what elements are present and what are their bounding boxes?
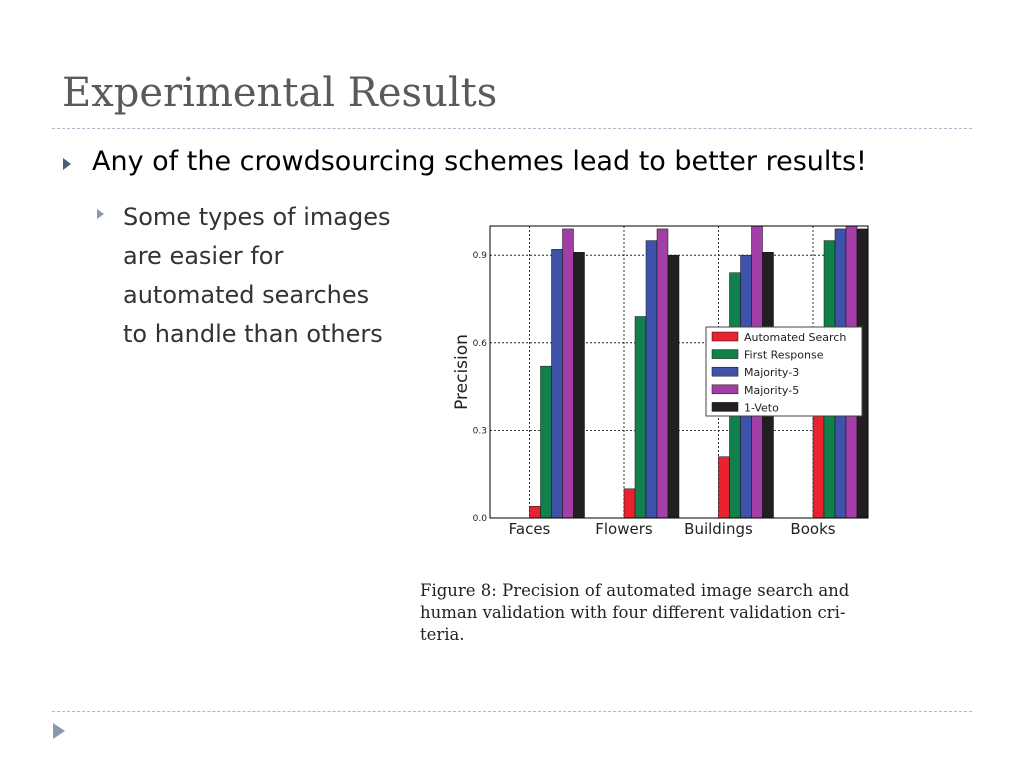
caption-line: teria. [420,625,465,644]
bar [573,252,585,519]
precision-bar-chart: 0.00.30.60.9 Faces Flowers Buildings Books … [452,225,869,538]
bullet-line: are easier for [123,242,284,270]
bullet-line: automated searches [123,281,370,309]
legend-swatch [711,349,739,359]
legend-swatch [711,331,739,342]
bar [562,228,574,519]
bar [718,456,730,519]
x-tick-label: Flowers [595,520,653,538]
legend-label: Majority-3 [744,366,799,379]
bar [551,249,563,519]
y-tick-label: 0.9 [473,251,488,261]
next-slide-arrow-icon[interactable] [52,722,66,740]
bullet-level-1: Any of the crowdsourcing schemes lead to… [92,146,867,177]
bar [656,228,669,519]
sub-bullet-arrow-icon [97,209,104,219]
bullet-level-2: Some types of images are easier for auto… [123,198,423,354]
bullet-arrow-icon [63,158,71,170]
bar [540,365,552,519]
bar [623,488,636,519]
caption-line: Figure 8: Precision of automated image s… [420,581,850,600]
legend-swatch [711,402,739,412]
y-tick-label: 0.3 [473,426,487,436]
bar [812,406,825,519]
x-tick-label: Buildings [684,520,753,538]
bar [667,254,680,519]
footer-divider [52,711,972,712]
legend-label: Majority-5 [744,384,799,397]
bar [529,506,541,519]
figure-caption: Figure 8: Precision of automated image s… [420,580,940,646]
legend-label: 1-Veto [744,401,779,414]
y-tick-label: 0.6 [473,339,488,349]
bullet-line: Some types of images [123,203,391,231]
legend-swatch [711,366,739,377]
bar [634,316,647,519]
legend-swatch [711,384,739,395]
bar [645,240,658,519]
title-divider [52,128,972,129]
legend-label: Automated Search [744,331,846,344]
x-tick-label: Books [790,520,835,538]
y-axis-label: Precision [452,334,472,410]
slide-title: Experimental Results [62,70,498,116]
x-tick-label: Faces [509,520,551,538]
caption-line: human validation with four different val… [420,603,846,622]
legend-label: First Response [744,349,824,362]
bullet-line: to handle than others [123,320,383,348]
y-tick-label: 0.0 [473,514,488,524]
